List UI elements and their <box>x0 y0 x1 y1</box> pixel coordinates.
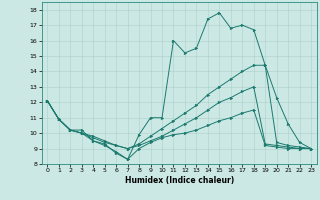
X-axis label: Humidex (Indice chaleur): Humidex (Indice chaleur) <box>124 176 234 185</box>
